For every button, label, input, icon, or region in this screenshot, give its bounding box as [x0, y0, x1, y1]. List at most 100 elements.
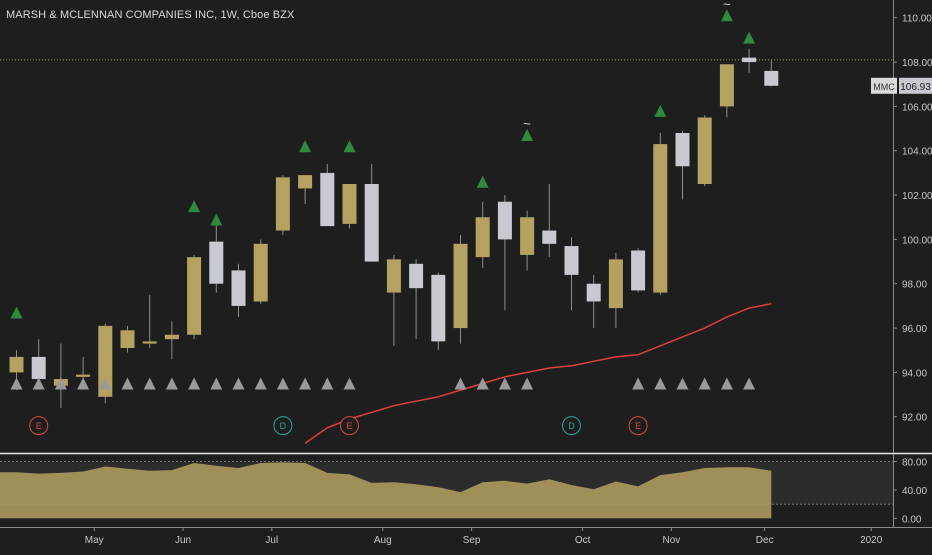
neutral-signal-triangle — [476, 377, 489, 390]
candle-body[interactable] — [120, 330, 135, 349]
candle-body[interactable] — [564, 246, 579, 275]
neutral-signal-triangle — [232, 377, 245, 390]
candle-body[interactable] — [164, 334, 179, 340]
neutral-signal-triangle — [698, 377, 711, 390]
price-tick-label: 102.00 — [902, 191, 932, 202]
price-tick-label: 98.00 — [902, 280, 927, 291]
candle-body[interactable] — [187, 257, 202, 335]
time-tick-label: May — [85, 535, 104, 546]
candle-body[interactable] — [586, 283, 601, 302]
candle-body[interactable] — [431, 274, 446, 342]
price-tick-label: 100.00 — [902, 235, 932, 246]
dividend-event-badge[interactable] — [273, 416, 293, 436]
neutral-signal-triangle — [454, 377, 467, 390]
neutral-signal-triangle — [254, 377, 267, 390]
oscillator-tick-label: 40.00 — [902, 486, 927, 497]
candle-body[interactable] — [253, 243, 268, 302]
candle-body[interactable] — [497, 201, 512, 240]
neutral-signal-triangle — [210, 377, 223, 390]
up-signal-triangle — [188, 200, 201, 213]
dividend-event-label: D — [280, 421, 287, 431]
price-tick-label: 96.00 — [902, 324, 927, 335]
last-price-box — [899, 77, 932, 94]
neutral-signal-triangle — [321, 377, 334, 390]
candle-body[interactable] — [76, 374, 91, 377]
neutral-signal-triangle — [10, 377, 23, 390]
price-tick-label: 110.00 — [902, 14, 932, 25]
dividend-event-badge[interactable] — [562, 416, 581, 436]
candle-body[interactable] — [542, 230, 557, 244]
candle-body[interactable] — [653, 144, 668, 293]
candle-body[interactable] — [9, 356, 24, 373]
up-signal-triangle — [743, 31, 756, 44]
candle-body[interactable] — [364, 183, 379, 262]
candle-body[interactable] — [320, 172, 335, 227]
candle-body[interactable] — [608, 259, 623, 309]
neutral-signal-triangle — [32, 377, 45, 390]
neutral-signal-triangle — [521, 377, 534, 390]
earnings-event-badge[interactable] — [628, 416, 648, 436]
earnings-event-badge[interactable] — [29, 416, 49, 436]
candle-body[interactable] — [475, 217, 490, 258]
tilde-signal-triangle — [521, 129, 534, 142]
tilde-signal-mark: ~ — [523, 116, 531, 131]
candle-body[interactable] — [342, 183, 357, 224]
tilde-signal-mark: ~ — [723, 0, 731, 11]
candle-body[interactable] — [386, 259, 401, 293]
candle-body[interactable] — [409, 263, 424, 289]
symbol-tag-box — [871, 77, 897, 94]
earnings-event-label: E — [635, 421, 641, 431]
candle-body[interactable] — [742, 57, 757, 63]
neutral-signal-triangle — [632, 377, 645, 390]
earnings-event-badge[interactable] — [340, 416, 359, 436]
time-tick-label: Jun — [175, 535, 191, 546]
time-tick-label: Nov — [663, 535, 681, 546]
price-tick-label: 108.00 — [902, 58, 932, 69]
earnings-event-label: E — [36, 421, 42, 431]
up-signal-triangle — [10, 306, 23, 319]
candle-body[interactable] — [631, 250, 646, 291]
oscillator-tick-label: 80.00 — [902, 458, 927, 469]
candle-body[interactable] — [275, 177, 290, 231]
candle-body[interactable] — [697, 117, 712, 184]
time-tick-label: Dec — [756, 535, 774, 546]
candle-body[interactable] — [719, 64, 734, 107]
neutral-signal-triangle — [720, 377, 733, 390]
time-tick-label: Oct — [575, 535, 591, 546]
dividend-event-label: D — [568, 421, 575, 431]
candle-body[interactable] — [764, 70, 779, 86]
neutral-signal-triangle — [54, 377, 67, 390]
price-tick-label: 94.00 — [902, 368, 927, 379]
candle-body[interactable] — [209, 241, 224, 284]
symbol-tag-label: MMC — [873, 82, 895, 92]
candle-body[interactable] — [520, 217, 535, 255]
candle-body[interactable] — [453, 243, 468, 329]
neutral-signal-triangle — [743, 377, 756, 390]
time-tick-label: 2020 — [860, 535, 883, 546]
neutral-signal-triangle — [143, 377, 156, 390]
neutral-signal-triangle — [676, 377, 689, 390]
up-signal-triangle — [476, 175, 489, 188]
oscillator-area — [0, 462, 772, 519]
candle-body[interactable] — [298, 175, 313, 189]
candle-body[interactable] — [142, 341, 157, 344]
chart-title: MARSH & MCLENNAN COMPANIES INC, 1W, Cboe… — [6, 9, 295, 21]
neutral-signal-triangle — [77, 377, 90, 390]
candle-body[interactable] — [675, 133, 690, 167]
earnings-event-label: E — [346, 421, 352, 431]
candle-body[interactable] — [31, 356, 46, 380]
neutral-signal-triangle — [188, 377, 201, 390]
moving-average-line — [304, 302, 772, 444]
candle-body[interactable] — [98, 325, 113, 397]
time-tick-label: Jul — [265, 535, 278, 546]
up-signal-triangle — [210, 213, 223, 226]
neutral-signal-triangle — [654, 377, 667, 390]
candle-body[interactable] — [231, 270, 246, 306]
time-tick-label: Sep — [463, 535, 481, 546]
up-signal-triangle — [299, 140, 312, 153]
price-tick-label: 92.00 — [902, 413, 927, 424]
neutral-signal-triangle — [99, 377, 112, 390]
oscillator-tick-label: 0.00 — [902, 514, 922, 525]
last-price-label: 106.93 — [900, 82, 931, 93]
